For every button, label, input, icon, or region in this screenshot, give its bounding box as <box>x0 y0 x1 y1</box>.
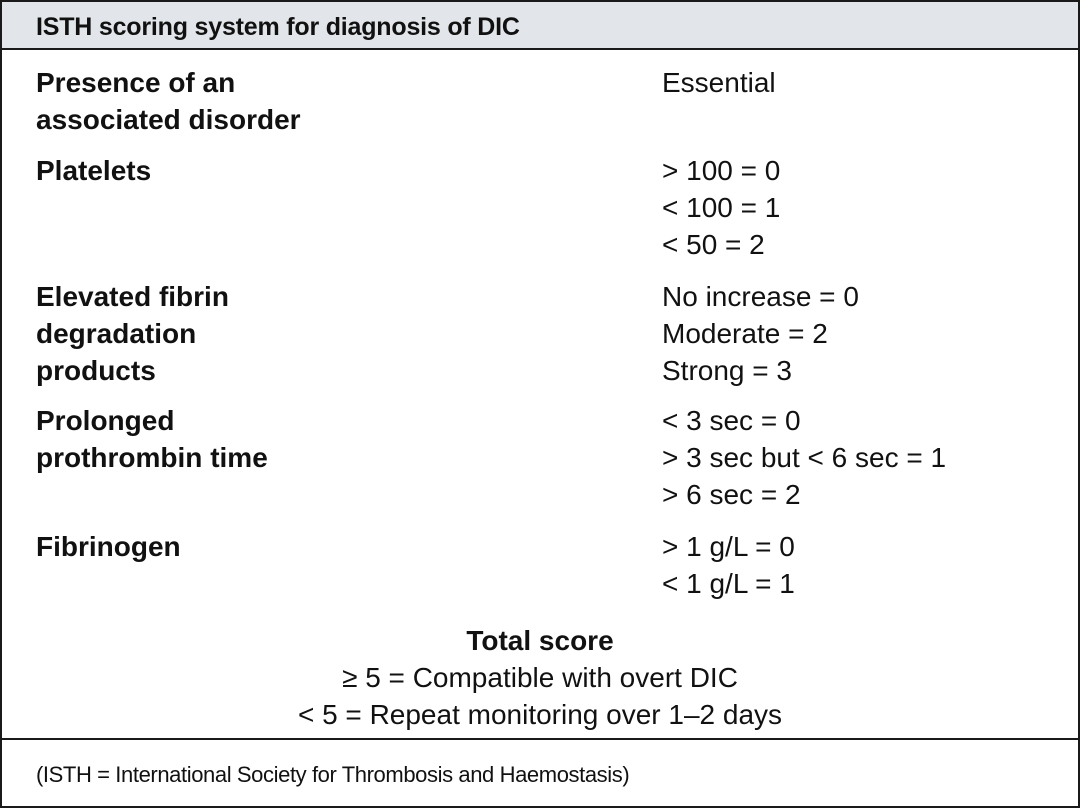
row-label-fibrin-degradation: Elevated fibrin degradation products <box>36 281 229 386</box>
row-values-prothrombin-time: < 3 sec = 0 > 3 sec but < 6 sec = 1 > 6 … <box>662 402 946 513</box>
total-score-title: Total score <box>466 625 614 656</box>
value-cell: < 100 = 1 <box>662 192 781 223</box>
row-label-associated-disorder: Presence of an associated disorder <box>36 67 301 135</box>
value-cell: < 50 = 2 <box>662 229 765 260</box>
value-cell: Strong = 3 <box>662 355 792 386</box>
row-values-fibrinogen: > 1 g/L = 0 < 1 g/L = 1 <box>662 528 795 602</box>
total-score-line: ≥ 5 = Compatible with overt DIC <box>342 662 738 693</box>
value-cell: < 1 g/L = 1 <box>662 568 795 599</box>
table-header: ISTH scoring system for diagnosis of DIC <box>2 2 1078 50</box>
total-score-block: Total score ≥ 5 = Compatible with overt … <box>2 622 1078 733</box>
row-values-fibrin-degradation: No increase = 0 Moderate = 2 Strong = 3 <box>662 278 859 389</box>
value-cell: Essential <box>662 67 776 98</box>
value-cell: > 6 sec = 2 <box>662 479 801 510</box>
value-cell: > 1 g/L = 0 <box>662 531 795 562</box>
value-cell: > 100 = 0 <box>662 155 781 186</box>
row-values-associated-disorder: Essential <box>662 64 776 101</box>
total-score-line: < 5 = Repeat monitoring over 1–2 days <box>297 699 783 730</box>
row-label-prothrombin-time: Prolonged prothrombin time <box>36 405 268 473</box>
value-cell: Moderate = 2 <box>662 318 828 349</box>
table-title: ISTH scoring system for diagnosis of DIC <box>36 13 520 41</box>
row-label-fibrinogen: Fibrinogen <box>36 531 181 562</box>
row-label-platelets: Platelets <box>36 155 152 186</box>
row-values-platelets: > 100 = 0 < 100 = 1 < 50 = 2 <box>662 152 780 263</box>
value-cell: No increase = 0 <box>662 281 859 312</box>
value-cell: > 3 sec but < 6 sec = 1 <box>662 442 947 473</box>
table-footer: (ISTH = International Society for Thromb… <box>2 738 1078 808</box>
value-cell: < 3 sec = 0 <box>662 405 801 436</box>
footnote: (ISTH = International Society for Thromb… <box>36 762 630 787</box>
